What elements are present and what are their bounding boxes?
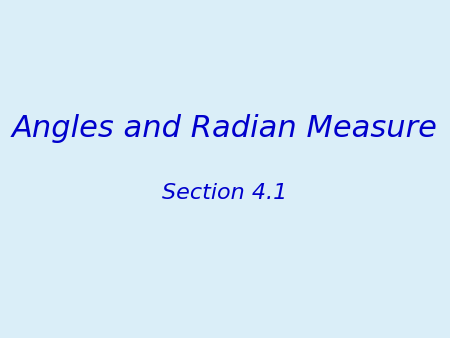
Text: Section 4.1: Section 4.1 — [162, 183, 288, 203]
Text: Angles and Radian Measure: Angles and Radian Measure — [12, 114, 438, 143]
